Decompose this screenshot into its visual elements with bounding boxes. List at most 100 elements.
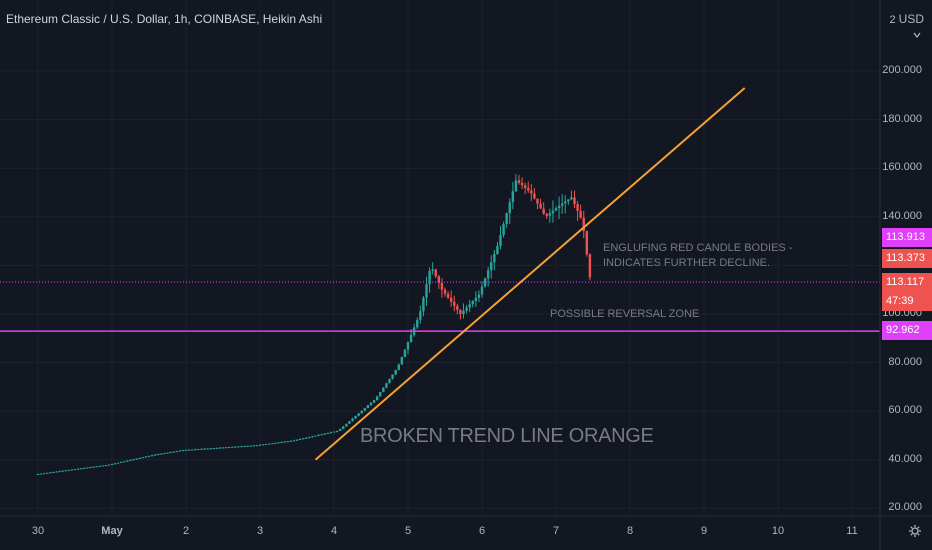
candle-body	[493, 254, 496, 263]
candle-body	[462, 310, 465, 314]
candle-body	[419, 311, 422, 320]
candle-body	[499, 235, 502, 246]
candle-body	[67, 469, 71, 471]
candle-body	[406, 342, 410, 350]
candle-body	[400, 357, 404, 365]
candle-body	[203, 448, 206, 450]
candle-body	[79, 468, 83, 470]
candle-body	[342, 426, 345, 430]
currency-label[interactable]: 2 USD	[889, 12, 924, 26]
candle-body	[360, 410, 363, 414]
chart-grid	[0, 0, 880, 516]
candle-body	[46, 472, 49, 474]
candle-body	[166, 452, 169, 454]
candle-body	[446, 293, 450, 298]
candle-body	[582, 217, 585, 231]
x-tick-label: 5	[404, 525, 412, 537]
settings-icon[interactable]	[908, 524, 922, 538]
candle-body	[298, 439, 302, 441]
annotation-engulf-2: INDICATES FURTHER DECLINE.	[603, 257, 771, 269]
candle-body	[308, 436, 311, 438]
x-tick-label: 10	[771, 525, 785, 537]
candle-body	[409, 334, 413, 343]
level-badge-top: 113.913	[882, 228, 932, 247]
countdown-badge: 47:39	[882, 292, 932, 311]
level-badge-bottom: 92.962	[882, 321, 932, 340]
candle-body	[459, 309, 462, 314]
chart-title: Ethereum Classic / U.S. Dollar, 1h, COIN…	[6, 12, 323, 26]
x-tick-label: 9	[700, 525, 708, 537]
candle-body	[567, 199, 570, 202]
candle-body	[474, 297, 478, 302]
candle-body	[520, 182, 524, 186]
candle-body	[480, 286, 484, 295]
candle-body	[545, 213, 548, 216]
candle-body	[258, 444, 262, 446]
trend-line	[314, 87, 746, 461]
candle-body	[76, 468, 80, 470]
annotation-reversal: POSSIBLE REVERSAL ZONE	[550, 308, 700, 320]
candle-body	[477, 294, 481, 298]
price-badge-1: 113.373	[882, 249, 932, 268]
candle-body	[234, 446, 237, 448]
candle-body	[573, 197, 576, 205]
candle-body	[440, 282, 444, 290]
candle-body	[471, 301, 474, 305]
candle-body	[388, 378, 391, 384]
candle-body	[403, 349, 407, 358]
candle-body	[123, 461, 126, 463]
candle-body	[431, 269, 434, 271]
candle-body	[289, 440, 293, 442]
candle-body	[305, 437, 308, 439]
candle-body	[332, 431, 336, 433]
candle-body	[351, 418, 354, 422]
candle-body	[422, 297, 425, 312]
candle-body	[533, 193, 536, 199]
candle-body	[141, 457, 145, 459]
candle-body	[240, 446, 243, 448]
candle-body	[372, 400, 376, 403]
candle-body	[329, 432, 333, 434]
candle-body	[468, 304, 471, 308]
candle-body	[560, 203, 564, 206]
x-tick-label: 11	[846, 525, 858, 537]
candle-body	[345, 423, 348, 427]
candle-body	[428, 270, 431, 285]
candle-body	[153, 454, 157, 456]
candle-body	[175, 451, 178, 453]
candle-body	[120, 461, 123, 463]
chevron-down-icon[interactable]	[912, 30, 922, 40]
candle-body	[274, 442, 277, 444]
candle-body	[101, 465, 104, 467]
price-badge-2: 113.117	[882, 273, 932, 292]
candle-body	[449, 297, 453, 302]
candle-body	[437, 276, 441, 283]
candle-body	[348, 421, 351, 424]
candle-body	[490, 262, 493, 271]
annotation-engulf-1: ENGLUFING RED CANDLE BODIES -	[603, 242, 793, 254]
y-tick-label: 60.000	[888, 404, 922, 417]
candle-body	[110, 463, 114, 465]
x-tick-label: 7	[552, 525, 560, 537]
candle-body	[295, 439, 299, 441]
candle-body	[116, 462, 120, 464]
annotation-trend: BROKEN TREND LINE ORANGE	[360, 425, 654, 447]
candle-body	[150, 455, 154, 457]
candle-body	[58, 471, 61, 473]
candle-body	[375, 396, 379, 401]
candle-body	[542, 208, 545, 214]
candle-body	[64, 470, 67, 472]
candle-body	[496, 245, 499, 255]
candle-body	[144, 456, 148, 458]
candle-body	[92, 466, 95, 468]
candle-body	[224, 447, 228, 449]
candle-body	[465, 307, 468, 311]
candle-body	[49, 472, 52, 474]
candle-body	[197, 449, 200, 451]
candle-body	[172, 451, 175, 453]
candle-body	[255, 445, 259, 447]
candle-body	[138, 457, 141, 459]
candle-body	[326, 432, 330, 434]
candle-body	[194, 449, 197, 451]
